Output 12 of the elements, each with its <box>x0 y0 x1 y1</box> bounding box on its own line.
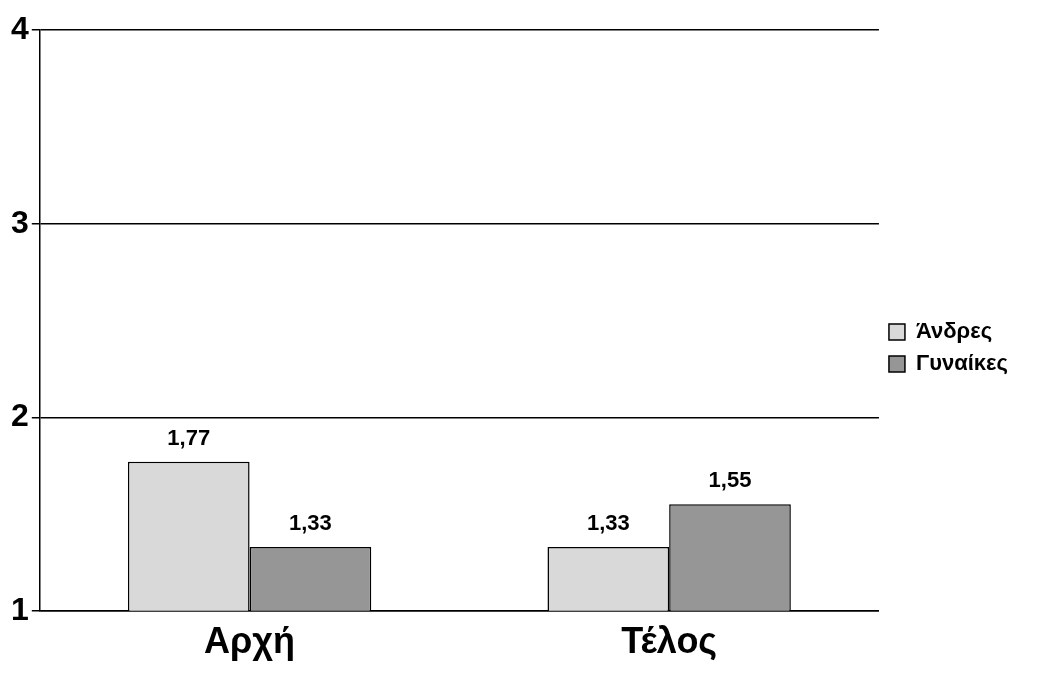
data-label: 1,33 <box>289 510 332 535</box>
data-label: 1,33 <box>586 510 630 535</box>
legend-label: Άνδρες <box>915 318 993 344</box>
x-tick-label: Τέλος <box>621 620 718 662</box>
y-tick-label: 1 <box>11 590 29 627</box>
y-tick-label: 4 <box>11 10 29 47</box>
x-tick-label: Αρχή <box>204 620 296 662</box>
y-tick-label: 3 <box>11 203 29 240</box>
data-label: 1,55 <box>708 467 752 493</box>
y-tick-label: 2 <box>11 397 29 434</box>
data-label: 1,77 <box>167 424 211 450</box>
legend-label: Γυναίκες <box>915 350 1009 376</box>
